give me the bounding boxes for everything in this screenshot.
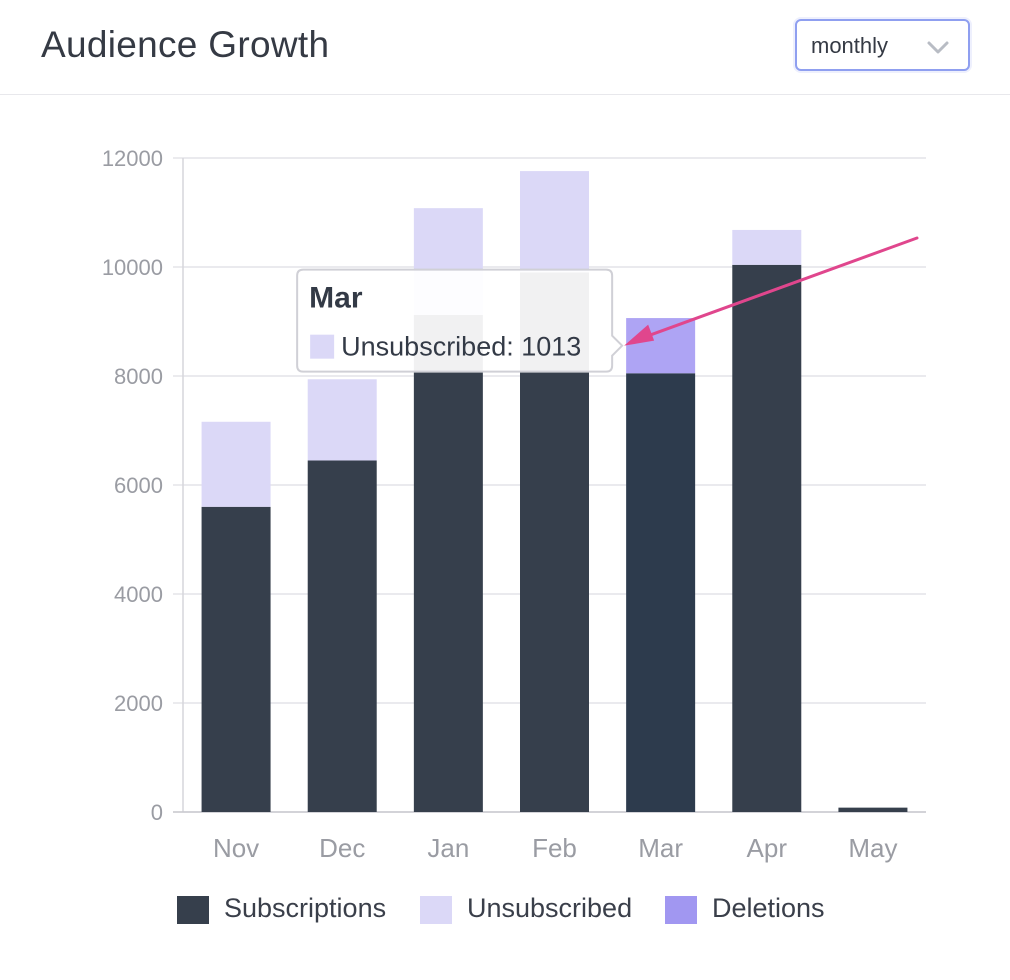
tooltip-text: Unsubscribed: 1013 (341, 332, 581, 362)
legend-label-unsubscribed: Unsubscribed (467, 893, 633, 923)
x-tick-label: Mar (638, 833, 683, 863)
page-title: Audience Growth (41, 24, 330, 65)
y-tick-label: 4000 (114, 582, 163, 607)
y-tick-label: 8000 (114, 364, 163, 389)
x-tick-label: Dec (319, 833, 365, 863)
bar-subscriptions-nov[interactable] (201, 506, 271, 812)
bar-subscriptions-mar[interactable] (626, 373, 696, 812)
bar-subscriptions-jan[interactable] (413, 314, 483, 812)
x-tick-label: May (848, 833, 897, 863)
bar-subscriptions-apr[interactable] (732, 264, 802, 812)
y-tick-label: 6000 (114, 473, 163, 498)
x-tick-label: Feb (532, 833, 577, 863)
bar-unsubscribed-nov[interactable] (201, 421, 271, 507)
annotation-arrow-head (624, 324, 655, 346)
tooltip-swatch (308, 332, 337, 361)
bar-unsubscribed-mar[interactable] (626, 318, 696, 374)
chart-legend: Subscriptions Unsubscribed Deletions (0, 890, 1010, 930)
chevron-down-icon (927, 41, 949, 54)
y-tick-label: 2000 (114, 691, 163, 716)
legend-swatch-unsubscribed (420, 896, 452, 924)
legend-label-subscriptions: Subscriptions (224, 893, 387, 923)
y-tick-label: 0 (151, 800, 163, 825)
tooltip-box (296, 268, 624, 373)
tooltip-title: Mar (309, 282, 363, 315)
bar-subscriptions-dec[interactable] (307, 460, 377, 812)
annotation-arrow-line (638, 236, 919, 341)
y-tick-label: 12000 (102, 146, 163, 171)
y-tick-label: 10000 (102, 255, 163, 280)
bar-subscriptions-may[interactable] (838, 807, 908, 812)
bar-unsubscribed-feb[interactable] (520, 171, 589, 273)
bar-unsubscribed-dec[interactable] (307, 379, 377, 461)
legend-swatch-deletions (665, 896, 697, 924)
x-tick-label: Jan (427, 833, 469, 863)
period-select-value: monthly (811, 33, 889, 58)
x-tick-label: Apr (747, 833, 788, 863)
legend-label-deletions: Deletions (712, 893, 825, 923)
audience-growth-chart: 0 2000 4000 6000 8000 10000 12000 Nov Dec Jan Feb M… (102, 146, 926, 863)
legend-swatch-subscriptions (177, 896, 209, 924)
x-tick-label: Nov (213, 833, 259, 863)
period-select[interactable]: monthly (795, 19, 970, 71)
bar-unsubscribed-apr[interactable] (732, 229, 802, 265)
card-header: Audience Growth monthly (0, 0, 1010, 95)
